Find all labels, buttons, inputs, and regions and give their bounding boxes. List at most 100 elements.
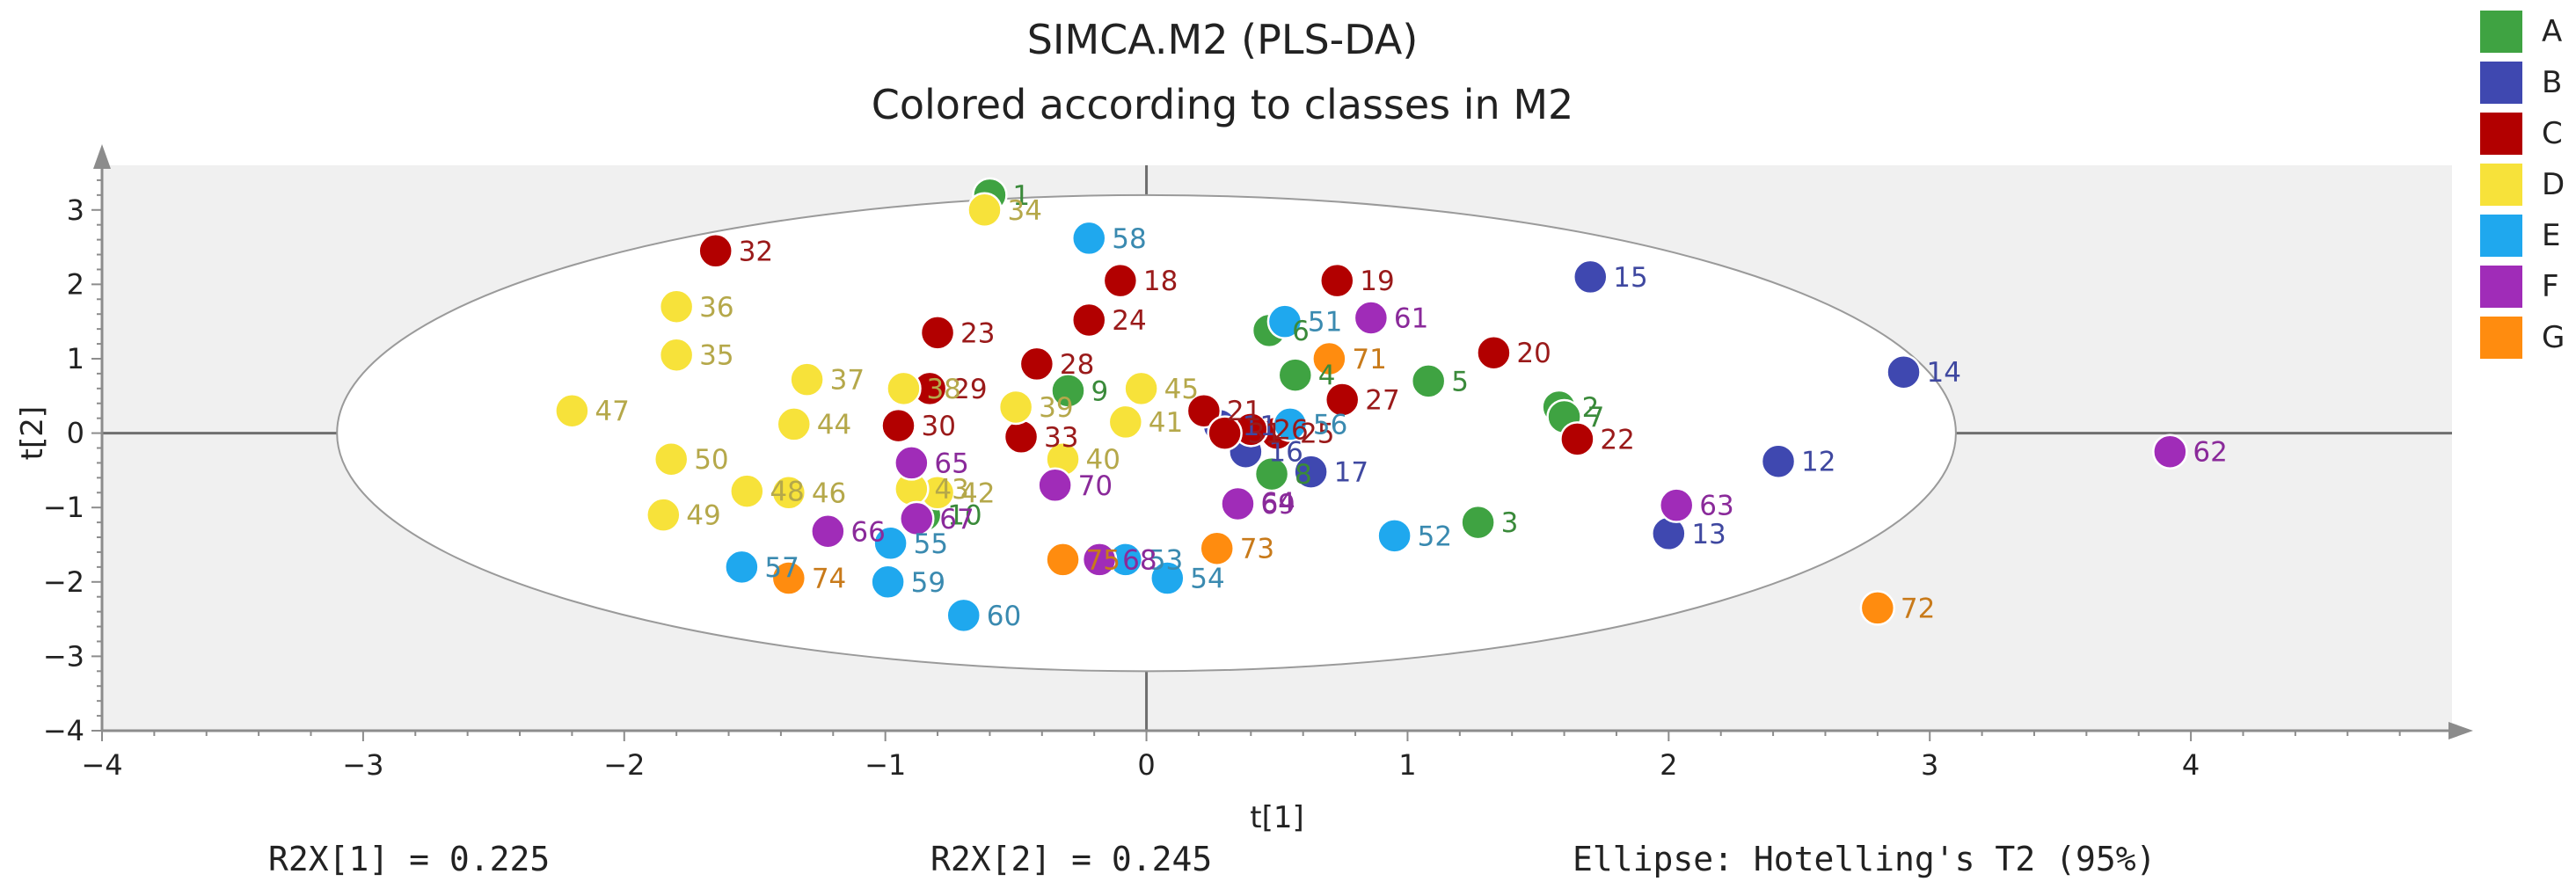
data-point — [646, 497, 682, 533]
y-tick-label: 0 — [67, 417, 84, 450]
point-label: 30 — [922, 411, 956, 442]
data-point — [1293, 454, 1329, 490]
point-label: 25 — [1300, 419, 1334, 450]
point-label: 7 — [1587, 402, 1605, 433]
point-label: 6 — [1292, 316, 1310, 347]
point-label: 74 — [812, 564, 846, 595]
data-point — [810, 514, 846, 550]
data-point — [1573, 259, 1609, 295]
point-label: 9 — [1091, 375, 1108, 407]
point-label: 68 — [1122, 544, 1157, 576]
point-label: 59 — [911, 567, 945, 599]
x-tick-label: 2 — [1660, 748, 1677, 782]
legend-label: G — [2542, 320, 2565, 355]
point-label: 26 — [1273, 414, 1308, 446]
point-label: 24 — [1112, 305, 1146, 337]
point-label: 42 — [960, 477, 995, 509]
point-label: 4 — [1318, 361, 1336, 392]
data-point — [880, 407, 916, 444]
point-label: 23 — [960, 317, 995, 349]
chart-title: SIMCA.M2 (PLS-DA) — [1026, 16, 1419, 63]
point-label: 67 — [939, 504, 974, 535]
point-label: 15 — [1613, 262, 1647, 294]
y-axis-label: t[2] — [15, 406, 50, 461]
x-tick-label: 0 — [1137, 748, 1155, 782]
legend-label: B — [2542, 65, 2563, 100]
data-point — [1070, 220, 1107, 257]
data-point — [1324, 382, 1361, 418]
point-label: 11 — [1243, 411, 1277, 442]
point-label: 33 — [1044, 422, 1078, 454]
data-point — [1220, 485, 1256, 522]
legend-swatch — [2480, 164, 2522, 206]
point-label: 12 — [1801, 447, 1835, 478]
point-label: 63 — [1699, 491, 1733, 522]
data-point — [776, 406, 813, 442]
legend-swatch — [2480, 62, 2522, 104]
data-point — [1102, 262, 1139, 299]
data-point — [1277, 357, 1314, 393]
y-tick-label: −3 — [43, 639, 84, 673]
point-label: 75 — [1086, 544, 1120, 576]
data-point — [658, 288, 695, 324]
point-label: 13 — [1691, 519, 1726, 550]
legend-label: E — [2542, 218, 2561, 253]
data-point — [1760, 443, 1797, 479]
point-label: 54 — [1190, 564, 1224, 595]
data-point — [1410, 363, 1447, 399]
r2x1-label: R2X[1] = 0.225 — [268, 840, 551, 878]
data-point — [1207, 415, 1243, 451]
data-point — [2152, 433, 2188, 470]
legend-label: D — [2542, 167, 2565, 202]
point-label: 19 — [1360, 266, 1394, 297]
legend-swatch — [2480, 317, 2522, 359]
point-label: 28 — [1060, 349, 1094, 381]
point-label: 37 — [830, 365, 865, 397]
data-point — [724, 549, 760, 586]
data-point — [1266, 303, 1303, 339]
point-label: 2 — [1582, 392, 1600, 424]
data-point — [697, 233, 733, 269]
point-label: 56 — [1313, 409, 1347, 441]
point-label: 57 — [764, 552, 799, 584]
point-label: 61 — [1394, 302, 1428, 334]
point-label: 70 — [1078, 470, 1113, 502]
x-axis-arrow — [2448, 722, 2473, 739]
point-label: 62 — [2193, 437, 2227, 469]
data-point — [967, 192, 1003, 229]
point-label: 66 — [850, 516, 885, 548]
point-label: 16 — [1268, 437, 1303, 469]
data-point — [1081, 542, 1118, 578]
y-tick-label: 1 — [67, 342, 84, 375]
y-tick-label: −1 — [43, 491, 84, 524]
point-label: 71 — [1352, 344, 1386, 375]
data-point — [1886, 353, 1922, 390]
point-label: 41 — [1149, 407, 1183, 439]
point-label: 49 — [686, 500, 720, 532]
point-label: 20 — [1516, 338, 1551, 369]
point-label: 73 — [1240, 534, 1274, 565]
point-label: 21 — [1227, 396, 1261, 427]
point-label: 39 — [1039, 392, 1073, 424]
data-point — [1559, 421, 1595, 457]
data-point — [886, 370, 922, 407]
data-point — [870, 564, 906, 601]
data-point — [1018, 346, 1055, 382]
point-label: 36 — [699, 292, 733, 324]
legend-swatch — [2480, 113, 2522, 155]
point-label: 3 — [1501, 507, 1519, 539]
data-point — [945, 597, 982, 634]
point-label: 65 — [934, 448, 968, 479]
data-point — [1037, 467, 1073, 504]
point-label: 35 — [699, 340, 733, 372]
data-point — [899, 500, 935, 537]
point-label: 22 — [1600, 424, 1634, 455]
legend-label: F — [2542, 269, 2559, 304]
point-label: 18 — [1143, 266, 1178, 297]
point-label: 17 — [1334, 457, 1368, 489]
legend-swatch — [2480, 11, 2522, 53]
data-point — [1199, 530, 1235, 566]
data-point — [997, 389, 1034, 426]
y-tick-label: 3 — [67, 193, 84, 227]
